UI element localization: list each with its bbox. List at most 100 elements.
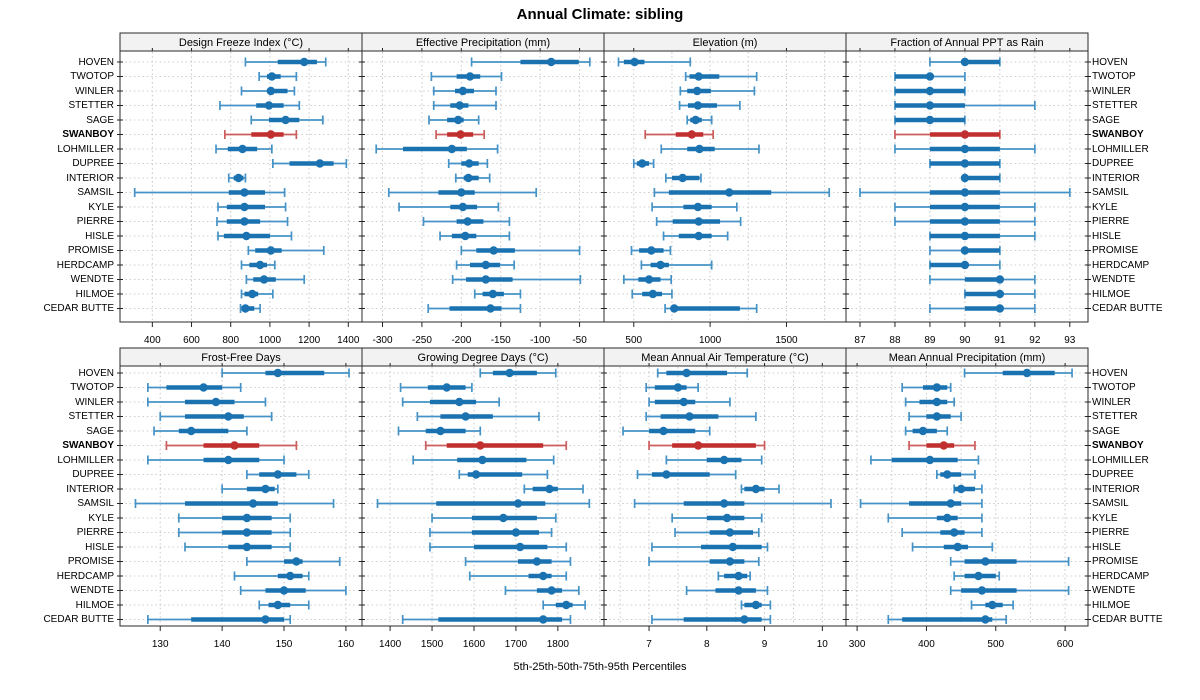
row-wendte bbox=[929, 275, 1036, 284]
station-label-right-samsil: SAMSIL bbox=[1092, 498, 1129, 509]
row-hisle bbox=[217, 231, 293, 241]
median-dot bbox=[693, 441, 703, 450]
row-lohmiller bbox=[665, 455, 763, 465]
panel-mean-annual-precipitation-mm-: Mean Annual Precipitation (mm) 300 400 500 6… bbox=[843, 347, 1091, 650]
row-promise bbox=[460, 246, 581, 255]
median-dot bbox=[988, 600, 997, 610]
row-herdcamp bbox=[953, 571, 1001, 581]
row-swanboy bbox=[435, 130, 486, 139]
row-twotop bbox=[147, 383, 242, 392]
row-kyle bbox=[651, 202, 738, 212]
row-stetter bbox=[678, 101, 741, 110]
median-dot bbox=[240, 188, 249, 197]
station-label-right-kyle: KYLE bbox=[1092, 512, 1118, 524]
median-dot bbox=[662, 470, 671, 479]
station-label-right-interior: INTERIOR bbox=[1092, 172, 1140, 184]
row-hoven bbox=[656, 368, 749, 378]
median-dot bbox=[694, 72, 703, 81]
station-label-left-hisle: HISLE bbox=[85, 541, 114, 553]
tick-label: 93 bbox=[1064, 335, 1076, 346]
median-dot bbox=[960, 202, 970, 212]
row-kyle bbox=[431, 513, 557, 523]
median-dot bbox=[461, 412, 470, 421]
row-promise bbox=[464, 557, 572, 566]
median-dot bbox=[637, 159, 647, 168]
median-dot bbox=[925, 72, 935, 81]
median-dot bbox=[461, 231, 470, 241]
tick-label: -150 bbox=[491, 335, 511, 346]
row-lohmiller bbox=[375, 144, 499, 154]
median-dot bbox=[943, 470, 952, 479]
station-label-left-winler: WINLER bbox=[75, 85, 114, 97]
row-hoven bbox=[221, 368, 350, 378]
median-dot bbox=[240, 217, 249, 226]
median-dot bbox=[630, 57, 639, 67]
row-stetter bbox=[432, 101, 497, 110]
row-hisle bbox=[439, 231, 511, 241]
median-dot bbox=[693, 101, 703, 110]
tick-label: 1400 bbox=[337, 335, 360, 346]
panel-border bbox=[845, 365, 1089, 627]
median-dot bbox=[234, 173, 243, 183]
station-label-right-swanboy: SWANBOY bbox=[1092, 129, 1144, 140]
median-dot bbox=[299, 57, 309, 67]
median-dot bbox=[719, 499, 729, 508]
median-dot bbox=[981, 615, 990, 624]
row-hilmoe bbox=[240, 289, 274, 299]
median-dot bbox=[960, 144, 970, 154]
median-dot bbox=[546, 57, 556, 67]
median-dot bbox=[248, 289, 257, 299]
median-dot bbox=[918, 426, 928, 436]
station-label-right-hoven: HOVEN bbox=[1092, 367, 1128, 379]
row-lohmiller bbox=[147, 455, 285, 465]
median-dot bbox=[949, 528, 959, 537]
median-dot bbox=[673, 383, 683, 392]
row-kyle bbox=[894, 202, 1036, 212]
tick-label: 160 bbox=[338, 639, 355, 650]
row-wendte bbox=[685, 586, 769, 595]
median-dot bbox=[562, 600, 571, 610]
median-dot bbox=[481, 260, 490, 270]
median-dot bbox=[279, 586, 289, 595]
median-dot bbox=[974, 571, 983, 581]
row-kyle bbox=[217, 202, 287, 212]
tick-label: 130 bbox=[152, 639, 169, 650]
median-dot bbox=[960, 130, 970, 139]
tick-label: 500 bbox=[625, 335, 642, 346]
tick-label: Elevation (m) bbox=[693, 37, 758, 49]
median-dot bbox=[292, 557, 301, 566]
median-dot bbox=[476, 441, 485, 450]
row-sage bbox=[686, 115, 713, 125]
median-dot bbox=[315, 159, 325, 168]
median-dot bbox=[725, 557, 735, 566]
station-label-right-herdcamp: HERDCAMP bbox=[1092, 570, 1150, 582]
station-label-right-dupree: DUPREE bbox=[1092, 469, 1134, 480]
median-dot bbox=[458, 202, 468, 212]
panel-effective-precipitation-mm-: Effective Precipitation (mm) -300 -250 -200… bbox=[359, 32, 607, 346]
median-dot bbox=[960, 246, 970, 255]
row-kyle bbox=[398, 202, 500, 212]
median-dot bbox=[1022, 368, 1032, 378]
row-kyle bbox=[887, 513, 983, 523]
tick-label: 800 bbox=[222, 335, 239, 346]
row-interior bbox=[740, 484, 780, 494]
station-label-right-hisle: HISLE bbox=[1092, 230, 1121, 242]
row-pierre bbox=[901, 528, 983, 537]
station-label-left-herdcamp: HERDCAMP bbox=[56, 259, 114, 271]
tick-label: 400 bbox=[918, 639, 935, 650]
row-swanboy bbox=[424, 441, 568, 450]
median-dot bbox=[511, 528, 521, 537]
row-sage bbox=[894, 115, 966, 125]
tick-label: -100 bbox=[530, 335, 550, 346]
station-label-right-sage: SAGE bbox=[1092, 114, 1120, 126]
row-hisle bbox=[651, 542, 769, 552]
median-dot bbox=[242, 231, 251, 241]
tick-label: 140 bbox=[214, 639, 231, 650]
median-dot bbox=[960, 260, 970, 270]
median-dot bbox=[266, 86, 276, 96]
median-dot bbox=[977, 586, 987, 595]
tick-label: 87 bbox=[854, 335, 866, 346]
median-dot bbox=[238, 144, 247, 154]
station-label-left-winler: WINLER bbox=[75, 396, 114, 408]
row-promise bbox=[949, 557, 1070, 566]
